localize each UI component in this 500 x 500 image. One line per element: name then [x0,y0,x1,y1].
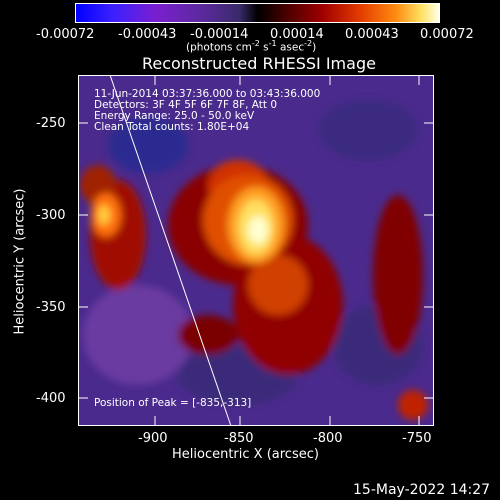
solar-limb-line [109,75,232,426]
x-ticks [154,75,420,426]
x-axis-label: Heliocentric X (arcsec) [172,447,319,462]
annotation-energy-range: Energy Range: 25.0 - 50.0 keV [94,110,255,122]
annotation-clean-counts: Clean Total counts: 1.80E+04 [94,121,250,133]
x-tick-label: -900 [138,431,168,446]
annotation-time-range: 11-Jun-2014 03:37:36.000 to 03:43:36.000 [94,88,321,100]
colorbar-tick: -0.00014 [190,27,249,42]
annotation-peak-position: Position of Peak = [-835,-313] [94,397,252,409]
x-tick-label: -850 [224,431,254,446]
colorbar-tick: 0.00043 [345,27,399,42]
y-axis-label: Heliocentric Y (arcsec) [12,188,28,335]
x-tick-label: -800 [313,431,343,446]
footer-timestamp: 15-May-2022 14:27 [353,482,491,498]
plot-title: Reconstructed RHESSI Image [142,54,376,73]
colorbar-tick: -0.00072 [36,27,95,42]
y-tick-label: -250 [36,116,66,131]
colorbar-tick: -0.00043 [118,27,177,42]
y-ticks [78,122,434,399]
colorbar-unit-label: (photons cm-2 s-1 asec-2) [186,39,317,54]
emission-map [80,100,428,420]
colorbar-tick: 0.00072 [420,27,474,42]
y-tick-label: -300 [36,208,66,223]
rhessi-image-plot [78,75,434,426]
y-tick-label: -400 [36,391,66,406]
colorbar-tick: 0.00014 [270,27,324,42]
annotation-detectors: Detectors: 3F 4F 5F 6F 7F 8F, Att 0 [94,99,278,111]
x-tick-label: -750 [402,431,432,446]
colorbar [75,3,440,23]
plot-frame [78,75,434,426]
y-tick-label: -350 [36,300,66,315]
